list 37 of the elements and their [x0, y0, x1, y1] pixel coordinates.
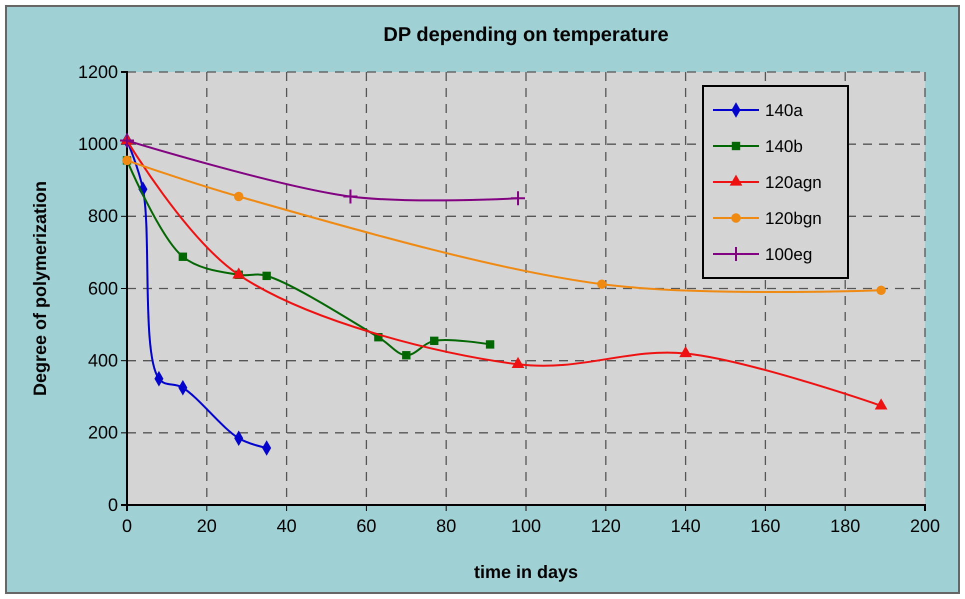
x-tick-label: 160: [750, 516, 780, 536]
y-tick-label: 200: [88, 422, 118, 443]
point: [234, 192, 244, 202]
point: [876, 286, 886, 296]
y-tick-label: 600: [88, 278, 118, 298]
x-tick-label: 100: [510, 516, 542, 536]
x-tick-label: 120: [590, 516, 621, 536]
y-tick-label: 1200: [78, 62, 118, 82]
point: [262, 272, 271, 280]
x-tick-label: 140: [670, 516, 701, 536]
x-tick-label: 20: [196, 516, 217, 536]
point: [342, 188, 358, 204]
y-tick-label: 800: [88, 206, 118, 226]
point: [597, 279, 607, 289]
y-axis-title: Degree of polymerization: [30, 180, 50, 396]
point: [486, 340, 494, 349]
point: [119, 132, 135, 149]
chart-title: DP depending on temperature: [383, 24, 669, 46]
point: [402, 351, 410, 360]
x-tick-label: 40: [276, 516, 297, 536]
legend-label: 140b: [765, 137, 803, 156]
x-axis-title: time in days: [474, 562, 578, 582]
x-tick-label: 0: [122, 516, 132, 536]
legend-label: 120bgn: [765, 209, 822, 228]
x-tick-label: 80: [436, 516, 456, 536]
point: [430, 336, 438, 346]
x-tick-label: 60: [356, 516, 376, 536]
x-tick-label: 180: [830, 516, 860, 536]
legend-label: 140a: [765, 101, 804, 120]
point: [510, 190, 526, 206]
x-tick-label: 200: [910, 516, 940, 536]
y-tick-label: 1000: [78, 134, 118, 154]
point: [178, 252, 188, 261]
legend-label: 100eg: [765, 245, 812, 264]
legend-label: 120agn: [765, 173, 822, 192]
y-tick-label: 400: [88, 350, 118, 370]
y-tick-label: 0: [108, 494, 118, 515]
